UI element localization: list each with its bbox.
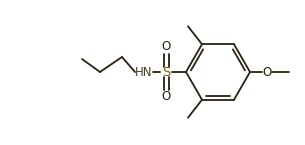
Text: S: S: [162, 66, 170, 78]
Text: O: O: [161, 40, 170, 54]
Text: HN: HN: [135, 66, 153, 78]
Text: O: O: [161, 90, 170, 104]
Text: O: O: [262, 66, 272, 78]
